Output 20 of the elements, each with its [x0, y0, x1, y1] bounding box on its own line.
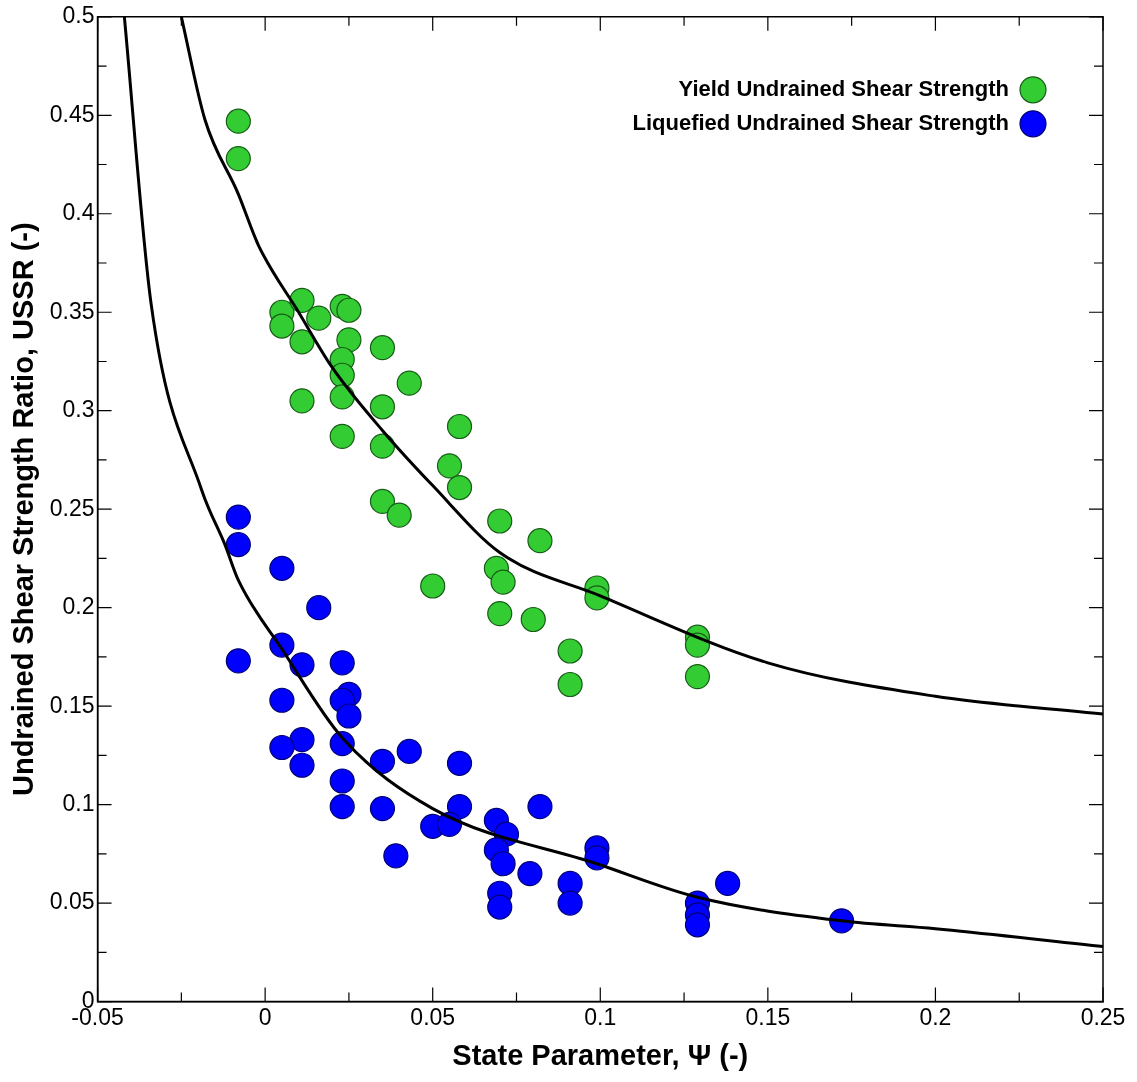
x-tick-label: 0.2 [919, 1003, 952, 1030]
x-axis-title: State Parameter, Ψ (-) [452, 1038, 749, 1071]
y-tick-label: 0.3 [62, 396, 95, 423]
y-tick-label: 0.45 [49, 100, 95, 127]
x-tick-label: 0.25 [1080, 1003, 1126, 1030]
y-tick-label: 0.15 [49, 691, 95, 718]
legend-label: Yield Undrained Shear Strength [678, 75, 1009, 101]
x-tick-label: 0 [258, 1003, 272, 1030]
y-tick-label: 0.25 [49, 494, 95, 521]
y-tick-label: 0.5 [62, 2, 95, 29]
y-tick-label: 0.2 [62, 593, 95, 620]
y-tick-label: 0.05 [49, 888, 95, 915]
y-axis-title: Undrained Shear Strength Ratio, USSR (-) [7, 222, 40, 796]
legend-label: Liquefied Undrained Shear Strength [632, 109, 1009, 135]
x-tick-label: 0.15 [745, 1003, 791, 1030]
y-tick-label: 0.35 [49, 297, 95, 324]
y-tick-label: 0.1 [62, 789, 95, 816]
x-tick-label: 0.1 [584, 1003, 617, 1030]
y-tick-label: 0.4 [62, 199, 95, 226]
x-tick-label: 0.05 [410, 1003, 456, 1030]
